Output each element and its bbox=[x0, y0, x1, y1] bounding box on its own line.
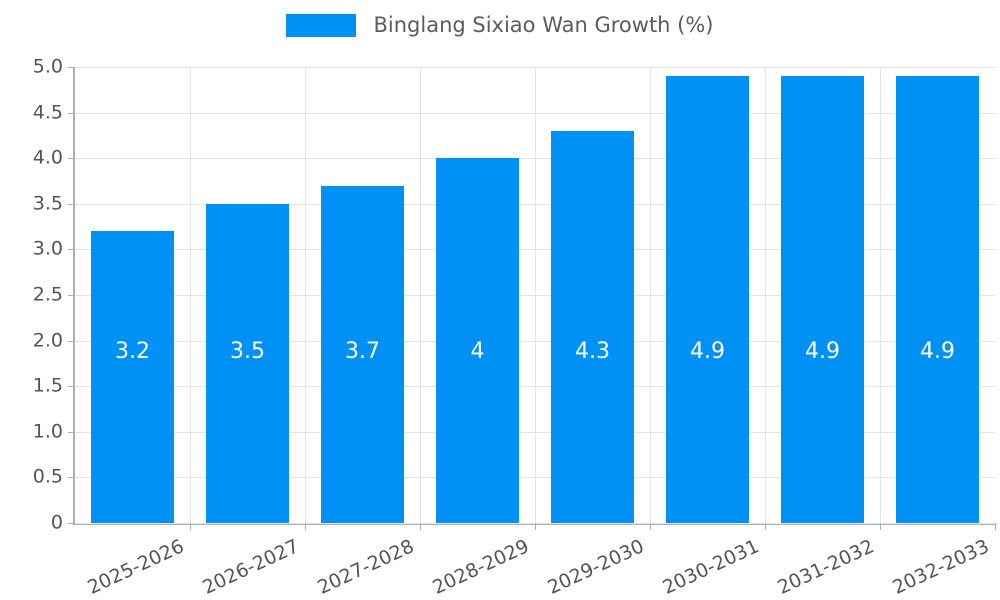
plot-area: 3.2 3.5 3.7 4 4.3 4.9 4.9 4.9 bbox=[68, 67, 996, 530]
gridline-vertical bbox=[535, 67, 536, 523]
x-axis-tick-label: 2029-2030 bbox=[543, 535, 647, 599]
y-axis-tick-mark bbox=[68, 67, 75, 68]
bar[interactable]: 4.9 bbox=[896, 76, 979, 523]
bar-value-label: 4.9 bbox=[690, 339, 725, 364]
x-axis-tick-label: 2032-2033 bbox=[888, 535, 992, 599]
bar-value-label: 3.7 bbox=[345, 339, 380, 364]
gridline-vertical bbox=[650, 67, 651, 523]
y-axis-tick-mark bbox=[68, 158, 75, 160]
y-axis-tick-mark bbox=[68, 249, 75, 251]
bar-value-label: 3.2 bbox=[115, 339, 150, 364]
bar[interactable]: 3.7 bbox=[321, 185, 404, 523]
y-axis-tick-mark bbox=[68, 203, 75, 205]
x-axis-tick-label: 2026-2027 bbox=[198, 535, 302, 599]
bar[interactable]: 3.2 bbox=[91, 231, 174, 523]
legend-label: Binglang Sixiao Wan Growth (%) bbox=[373, 13, 714, 37]
bar-value-label: 4.9 bbox=[920, 339, 955, 364]
x-axis-tick-mark bbox=[420, 523, 421, 530]
plot-inner: 3.2 3.5 3.7 4 4.3 4.9 4.9 4.9 bbox=[68, 67, 996, 530]
x-axis-tick-mark bbox=[305, 523, 306, 530]
x-axis-tick-mark bbox=[190, 523, 191, 530]
y-axis-tick-label: 1.0 bbox=[32, 420, 63, 443]
bar-value-label: 4.3 bbox=[575, 339, 610, 364]
bar-value-label: 3.5 bbox=[230, 339, 265, 364]
y-axis-tick-mark bbox=[68, 340, 75, 342]
bar[interactable]: 4.9 bbox=[666, 76, 749, 523]
gridline-vertical bbox=[765, 67, 766, 523]
y-axis-tick-label: 3.5 bbox=[32, 192, 63, 215]
bar-value-label: 4 bbox=[470, 339, 485, 364]
x-axis-tick-mark bbox=[535, 523, 536, 530]
gridline-vertical bbox=[420, 67, 421, 523]
y-axis-tick-mark bbox=[68, 523, 75, 524]
bar[interactable]: 4 bbox=[436, 158, 519, 523]
x-axis-tick-label: 2031-2032 bbox=[773, 535, 877, 599]
y-axis-tick-label: 0 bbox=[50, 511, 63, 534]
y-axis-tick-mark bbox=[68, 112, 75, 114]
y-axis-tick-label: 0.5 bbox=[32, 465, 63, 488]
y-axis-tick-label: 4.5 bbox=[32, 101, 63, 124]
gridline-vertical bbox=[305, 67, 306, 523]
y-axis-tick-mark bbox=[68, 386, 75, 388]
legend-swatch-icon bbox=[286, 14, 357, 37]
x-axis-tick-label: 2025-2026 bbox=[83, 535, 187, 599]
y-axis-tick-label: 4.0 bbox=[32, 146, 63, 169]
y-axis-tick-mark bbox=[68, 431, 75, 433]
y-axis-tick-label: 2.5 bbox=[32, 283, 63, 306]
y-axis-tick-label: 2.0 bbox=[32, 329, 63, 352]
x-axis-tick-mark bbox=[650, 523, 651, 530]
y-axis-tick-mark bbox=[68, 295, 75, 296]
x-axis-tick-mark bbox=[765, 523, 766, 530]
x-axis-tick-label: 2030-2031 bbox=[658, 535, 762, 599]
x-axis-tick-label: 2028-2029 bbox=[428, 535, 532, 599]
chart-legend: Binglang Sixiao Wan Growth (%) bbox=[0, 14, 1000, 37]
y-axis-tick-mark bbox=[68, 477, 75, 479]
y-axis-tick-label: 5.0 bbox=[32, 55, 63, 78]
x-axis-tick-mark bbox=[880, 523, 881, 530]
y-axis-tick-label: 3.0 bbox=[32, 237, 63, 260]
bar[interactable]: 3.5 bbox=[206, 203, 289, 523]
x-axis-tick-label: 2027-2028 bbox=[313, 535, 417, 599]
y-axis-tick-label: 1.5 bbox=[32, 374, 63, 397]
gridline-vertical bbox=[190, 67, 191, 523]
bar[interactable]: 4.3 bbox=[551, 130, 634, 523]
x-axis-tick-mark bbox=[995, 523, 996, 530]
bar[interactable]: 4.9 bbox=[781, 76, 864, 523]
gridline-vertical bbox=[880, 67, 881, 523]
bar-value-label: 4.9 bbox=[805, 339, 840, 364]
